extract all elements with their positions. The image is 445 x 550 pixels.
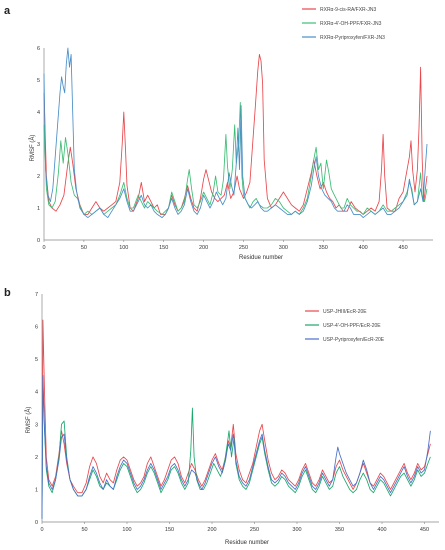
y-tick-label: 1 (35, 487, 38, 493)
x-tick-label: 400 (377, 527, 386, 533)
series-line-1 (41, 319, 431, 516)
x-tick-label: 250 (250, 527, 259, 533)
panel-b-legend: USP-JHIII/EcR-20E USP-4'-OH-PPF/EcR-20E US… (305, 309, 385, 343)
x-tick-label: 50 (81, 527, 87, 533)
x-tick-label: 350 (335, 527, 344, 533)
y-tick-label: 5 (37, 78, 40, 84)
x-tick-label: 400 (359, 245, 368, 251)
x-tick-label: 450 (420, 527, 429, 533)
y-tick-label: 3 (35, 422, 38, 428)
legend-entry: USP-Pyriproxyfen/EcR-20E (323, 337, 385, 343)
panel-a-y-tick-labels: 0 1 2 3 4 5 6 (37, 46, 40, 244)
panel-a-chart: a 0 1 2 3 4 5 6 0 50 100 150 200 250 300 350 400 450 Re… (4, 5, 433, 261)
legend-entry: RXRα-9-cis-RA/FXR-JN3 (320, 7, 376, 13)
legend-entry: RXRα-Pyriproxyfen/FXR-JN3 (320, 35, 385, 41)
x-tick-label: 100 (122, 527, 131, 533)
x-tick-label: 150 (159, 245, 168, 251)
y-tick-label: 7 (35, 292, 38, 298)
x-tick-label: 50 (81, 245, 87, 251)
panel-a-x-axis-label: Residue number (239, 255, 283, 261)
y-tick-label: 3 (37, 142, 40, 148)
x-tick-label: 300 (279, 245, 288, 251)
panel-a-series-lines (43, 47, 428, 219)
panel-a-label: a (4, 5, 11, 17)
x-tick-label: 300 (292, 527, 301, 533)
panel-b-y-tick-labels: 0 1 2 3 4 5 6 7 (35, 292, 38, 526)
x-tick-label: 0 (40, 527, 43, 533)
y-tick-label: 5 (35, 357, 38, 363)
y-tick-label: 6 (37, 46, 40, 52)
panel-b-x-axis-label: Residue number (225, 540, 269, 546)
series-line-3 (41, 374, 431, 519)
series-line-2 (41, 381, 431, 519)
y-tick-label: 6 (35, 325, 38, 331)
y-tick-label: 0 (35, 520, 38, 526)
y-tick-label: 1 (37, 206, 40, 212)
x-tick-label: 450 (398, 245, 407, 251)
panel-b-chart: b 0 1 2 3 4 5 6 7 0 50 100 150 200 250 300 350 400 450 R… (4, 287, 439, 546)
legend-entry: USP-4'-OH-PPF/EcR-20E (323, 323, 381, 329)
x-tick-label: 150 (165, 527, 174, 533)
x-tick-label: 200 (199, 245, 208, 251)
series-line-2 (43, 101, 428, 215)
y-tick-label: 2 (35, 455, 38, 461)
legend-entry: USP-JHIII/EcR-20E (323, 309, 367, 315)
panel-b-series-lines (41, 319, 431, 519)
panel-b-x-tick-labels: 0 50 100 150 200 250 300 350 400 450 (40, 527, 429, 533)
series-line-1 (43, 53, 428, 215)
panel-b-label: b (4, 287, 11, 299)
y-tick-label: 4 (35, 390, 38, 396)
panel-a-y-axis-label: RMSF (Å) (29, 135, 36, 162)
panel-a-legend: RXRα-9-cis-RA/FXR-JN3 RXRα-4'-OH-PPF/FXR-… (302, 7, 385, 41)
series-line-3 (43, 47, 428, 219)
x-tick-label: 100 (119, 245, 128, 251)
panel-a-x-tick-labels: 0 50 100 150 200 250 300 350 400 450 (42, 245, 407, 251)
x-tick-label: 350 (319, 245, 328, 251)
x-tick-label: 0 (42, 245, 45, 251)
x-tick-label: 250 (239, 245, 248, 251)
panel-b-y-axis-label: RMSF (Å) (25, 407, 32, 434)
y-tick-label: 4 (37, 110, 40, 116)
legend-entry: RXRα-4'-OH-PPF/FXR-JN3 (320, 21, 382, 27)
y-tick-label: 0 (37, 238, 40, 244)
x-tick-label: 200 (207, 527, 216, 533)
y-tick-label: 2 (37, 174, 40, 180)
